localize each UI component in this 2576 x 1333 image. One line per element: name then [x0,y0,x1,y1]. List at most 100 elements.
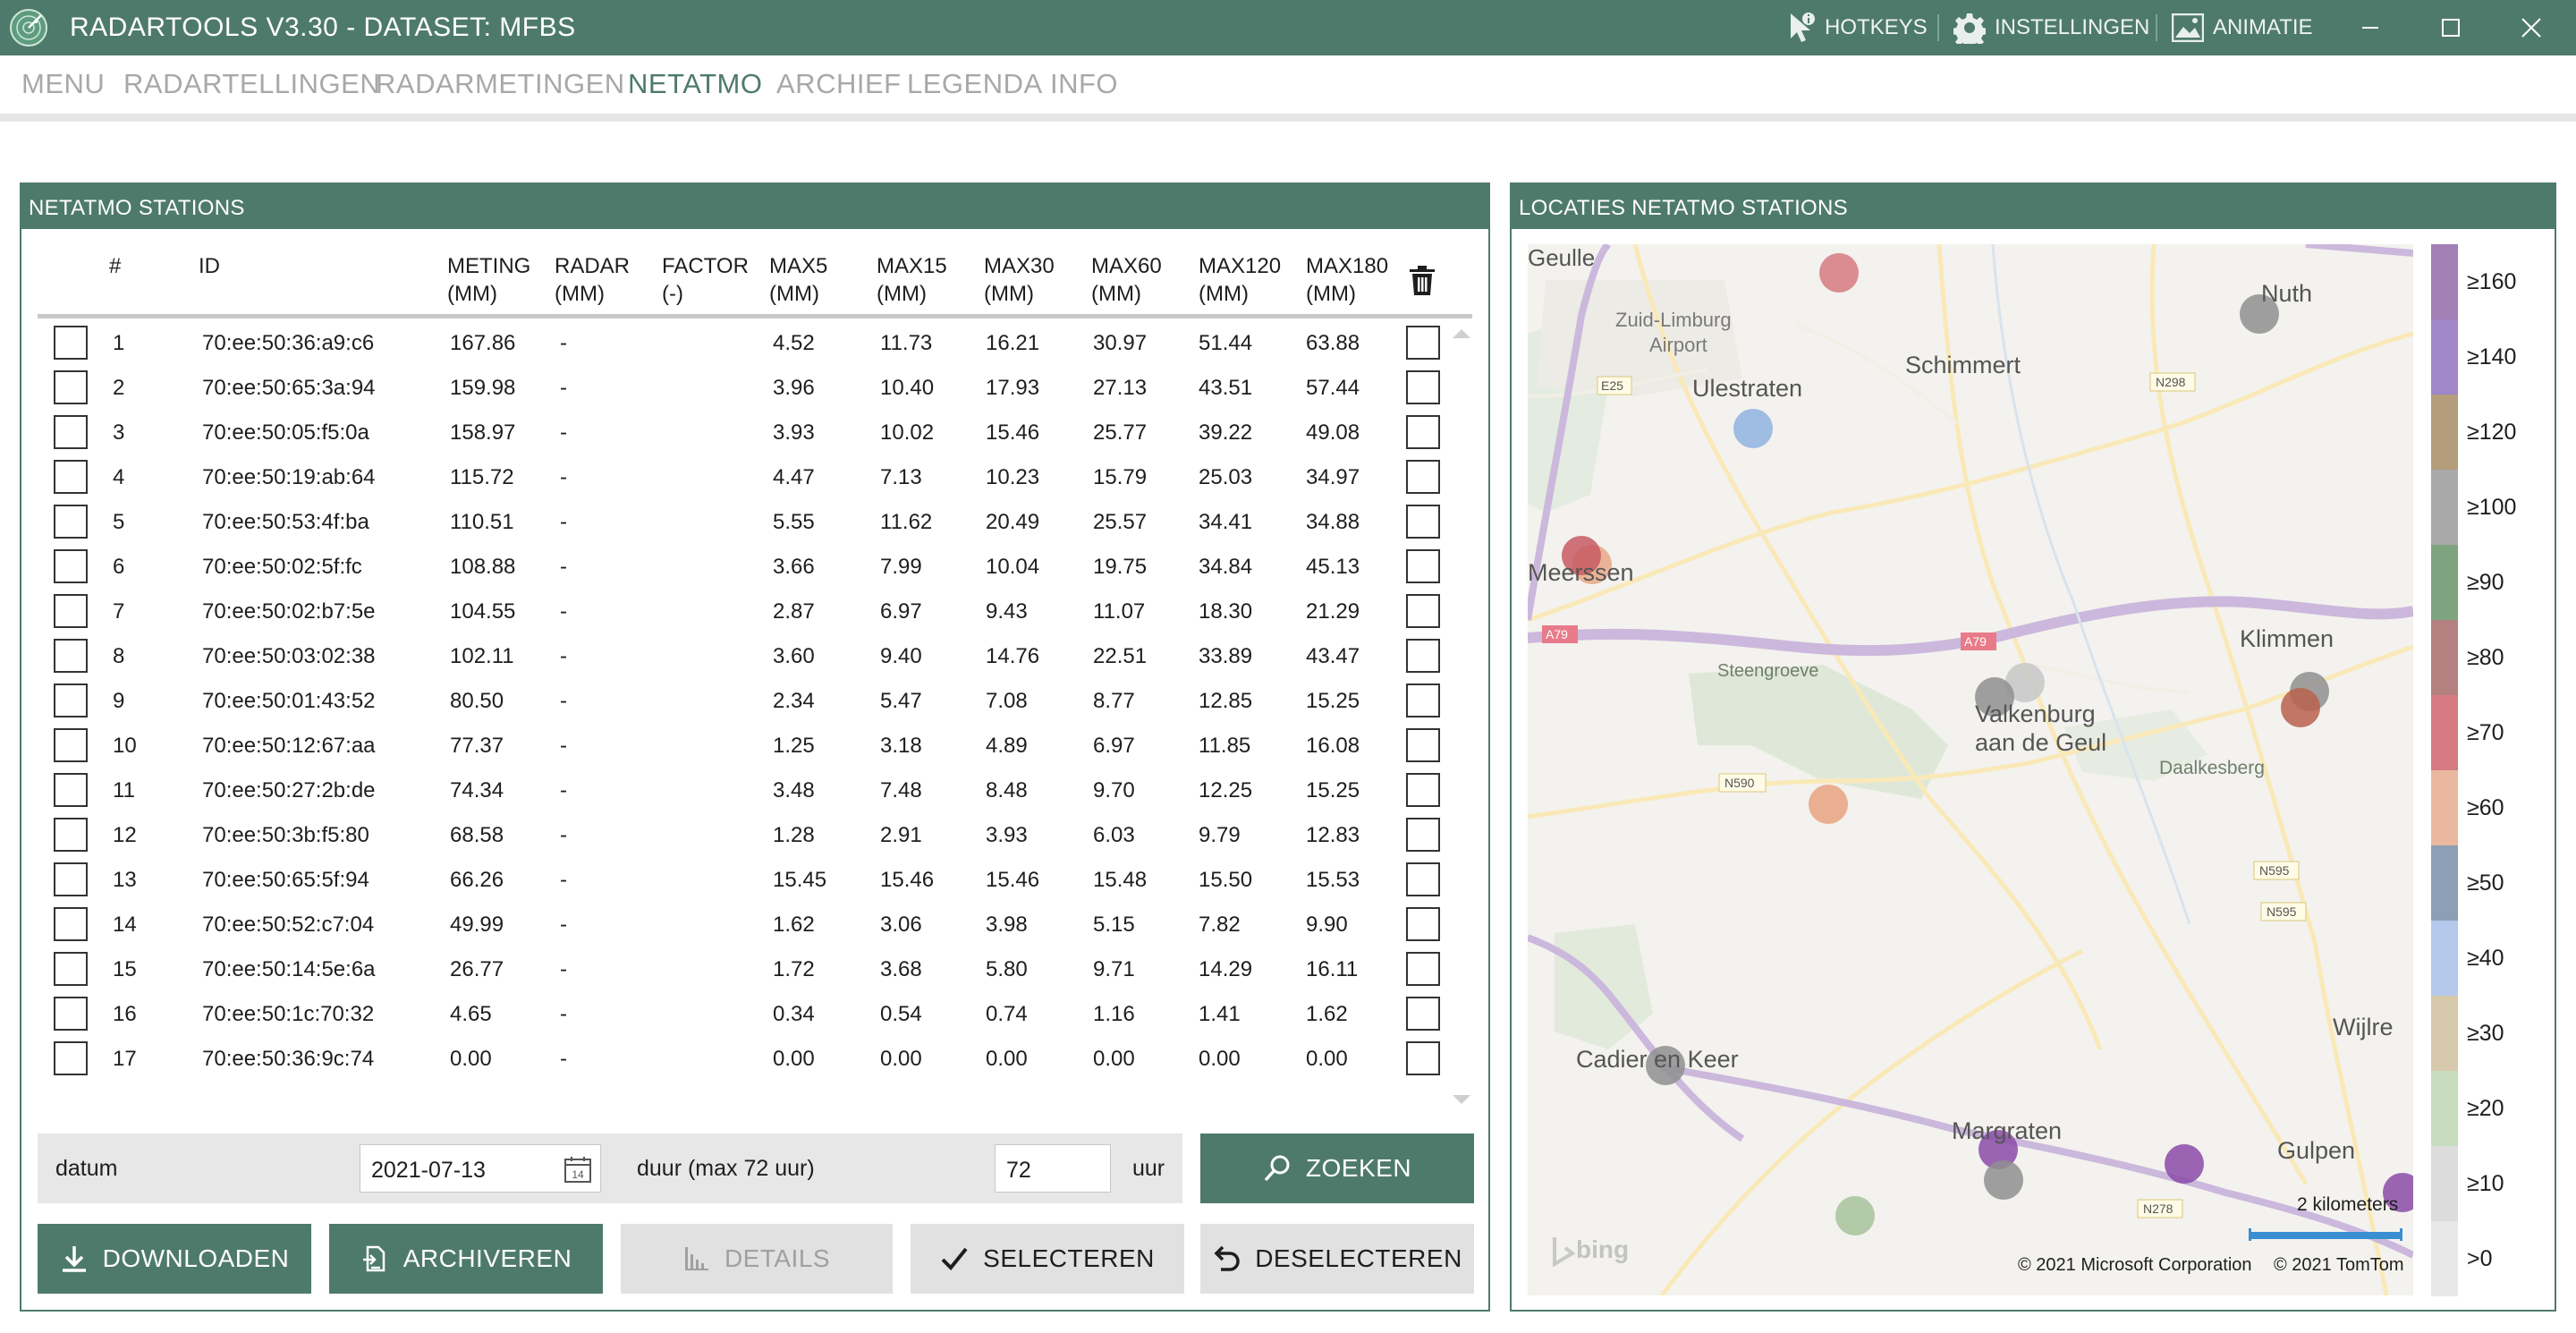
menu-item-archief[interactable]: ARCHIEF [776,68,902,99]
settings-button[interactable]: INSTELLINGEN [1953,11,2149,45]
table-cell: 21.29 [1306,599,1360,624]
column-header-title: FACTOR [662,254,749,278]
duration-input[interactable]: 72 [995,1144,1111,1193]
column-header[interactable]: MAX30 (MM) [984,252,1055,308]
table-row[interactable]: 2 70:ee:50:65:3a:94 159.98 - 3.96 10.40 17.93 2… [38,366,1472,411]
table-row[interactable]: 4 70:ee:50:19:ab:64 115.72 - 4.47 7.13 10.23 15… [38,455,1472,500]
row-delete-checkbox[interactable] [1406,862,1440,896]
table-row[interactable]: 9 70:ee:50:01:43:52 80.50 - 2.34 5.47 7.08 8.77… [38,679,1472,724]
row-select-checkbox[interactable] [54,549,88,583]
row-select-checkbox[interactable] [54,773,88,807]
row-select-checkbox[interactable] [54,370,88,404]
menu-item-legenda[interactable]: LEGENDA [907,68,1043,99]
close-button[interactable] [2504,7,2558,48]
scroll-up-arrow-icon[interactable] [1453,329,1470,338]
column-header[interactable]: MAX60 (MM) [1091,252,1162,308]
row-select-checkbox[interactable] [54,997,88,1031]
row-delete-checkbox[interactable] [1406,415,1440,449]
row-select-checkbox[interactable] [54,952,88,986]
row-select-checkbox[interactable] [54,862,88,896]
table-cell: 3.93 [773,420,815,445]
separator [2156,14,2157,41]
row-select-checkbox[interactable] [54,460,88,494]
row-delete-checkbox[interactable] [1406,326,1440,360]
row-delete-checkbox[interactable] [1406,818,1440,852]
table-row[interactable]: 7 70:ee:50:02:b7:5e 104.55 - 2.87 6.97 9.43 11.… [38,590,1472,634]
row-delete-checkbox[interactable] [1406,639,1440,673]
trash-icon[interactable] [1408,266,1436,296]
date-input[interactable]: 2021-07-13 [360,1144,601,1193]
legend-label: ≥10 [2467,1171,2504,1196]
column-header[interactable]: METING (MM) [447,252,530,308]
column-header[interactable]: # [109,252,121,280]
table-row[interactable]: 5 70:ee:50:53:4f:ba 110.51 - 5.55 11.62 20.49 2… [38,500,1472,545]
table-row[interactable]: 12 70:ee:50:3b:f5:80 68.58 - 1.28 2.91 3.93 6.0… [38,813,1472,858]
row-select-checkbox[interactable] [54,818,88,852]
row-select-checkbox[interactable] [54,415,88,449]
table-row[interactable]: 6 70:ee:50:02:5f:fc 108.88 - 3.66 7.99 10.04 19… [38,545,1472,590]
row-delete-checkbox[interactable] [1406,907,1440,941]
row-delete-checkbox[interactable] [1406,683,1440,717]
menu-item-radartellingen[interactable]: RADARTELLINGEN [123,68,381,99]
menu-item-radarmetingen[interactable]: RADARMETINGEN [376,68,625,99]
table-row[interactable]: 8 70:ee:50:03:02:38 102.11 - 3.60 9.40 14.76 22… [38,634,1472,679]
row-delete-checkbox[interactable] [1406,460,1440,494]
row-select-checkbox[interactable] [54,728,88,762]
row-delete-checkbox[interactable] [1406,370,1440,404]
column-header[interactable]: MAX15 (MM) [877,252,947,308]
maximize-button[interactable] [2424,7,2478,48]
row-select-checkbox[interactable] [54,683,88,717]
table-row[interactable]: 14 70:ee:50:52:c7:04 49.99 - 1.62 3.06 3.98 5.1… [38,903,1472,947]
row-delete-checkbox[interactable] [1406,773,1440,807]
row-delete-checkbox[interactable] [1406,1041,1440,1075]
row-delete-checkbox[interactable] [1406,997,1440,1031]
table-cell: 3.68 [880,957,922,981]
table-cell: 34.97 [1306,465,1360,489]
column-header-unit: (-) [662,282,683,306]
download-button[interactable]: DOWNLOADEN [38,1224,311,1294]
details-button-label: DETAILS [724,1244,831,1272]
row-select-checkbox[interactable] [54,907,88,941]
column-header[interactable]: MAX180 (MM) [1306,252,1388,308]
table-row[interactable]: 10 70:ee:50:12:67:aa 77.37 - 1.25 3.18 4.89 6.9… [38,724,1472,768]
row-select-checkbox[interactable] [54,326,88,360]
column-header[interactable]: ID [199,252,220,280]
menu-item-info[interactable]: INFO [1050,68,1119,99]
table-cell: 0.00 [880,1047,922,1071]
row-delete-checkbox[interactable] [1406,728,1440,762]
menu-item-menu[interactable]: MENU [21,68,106,99]
table-row[interactable]: 16 70:ee:50:1c:70:32 4.65 - 0.34 0.54 0.74 1.16… [38,992,1472,1037]
row-delete-checkbox[interactable] [1406,505,1440,539]
table-row[interactable]: 15 70:ee:50:14:5e:6a 26.77 - 1.72 3.68 5.80 9.7… [38,947,1472,992]
minimize-button[interactable] [2343,7,2397,48]
table-cell: 3.93 [986,823,1028,847]
table-row[interactable]: 11 70:ee:50:27:2b:de 74.34 - 3.48 7.48 8.48 9.7… [38,768,1472,813]
deselect-button[interactable]: DESELECTEREN [1200,1224,1474,1294]
select-button[interactable]: SELECTEREN [911,1224,1184,1294]
row-select-checkbox[interactable] [54,1041,88,1075]
stations-map[interactable]: Geulle Zuid-Limburg Airport Schimmert Nu… [1528,244,2413,1295]
column-header[interactable]: MAX5 (MM) [769,252,827,308]
search-button[interactable]: ZOEKEN [1200,1133,1474,1203]
menu-item-netatmo[interactable]: NETATMO [628,68,763,99]
row-delete-checkbox[interactable] [1406,594,1440,628]
row-select-checkbox[interactable] [54,505,88,539]
row-select-checkbox[interactable] [54,594,88,628]
column-header[interactable]: FACTOR (-) [662,252,749,308]
column-header[interactable]: RADAR (MM) [555,252,630,308]
row-delete-checkbox[interactable] [1406,952,1440,986]
details-button[interactable]: DETAILS [621,1224,893,1294]
row-select-checkbox[interactable] [54,639,88,673]
archive-button[interactable]: ARCHIVEREN [329,1224,603,1294]
column-header[interactable]: MAX120 (MM) [1199,252,1281,308]
row-delete-checkbox[interactable] [1406,549,1440,583]
scroll-down-arrow-icon[interactable] [1453,1095,1470,1104]
animation-button[interactable]: ANIMATIE [2172,11,2313,45]
calendar-icon[interactable]: 14 [564,1155,592,1184]
table-row[interactable]: 17 70:ee:50:36:9c:74 0.00 - 0.00 0.00 0.00 0.00… [38,1037,1472,1082]
table-row[interactable]: 1 70:ee:50:36:a9:c6 167.86 - 4.52 11.73 16.21 3… [38,321,1472,366]
hotkeys-label: HOTKEYS [1825,15,1928,39]
table-row[interactable]: 13 70:ee:50:65:5f:94 66.26 - 15.45 15.46 15.46… [38,858,1472,903]
hotkeys-button[interactable]: HOTKEYS [1787,11,1928,45]
table-row[interactable]: 3 70:ee:50:05:f5:0a 158.97 - 3.93 10.02 15.46 2… [38,411,1472,455]
